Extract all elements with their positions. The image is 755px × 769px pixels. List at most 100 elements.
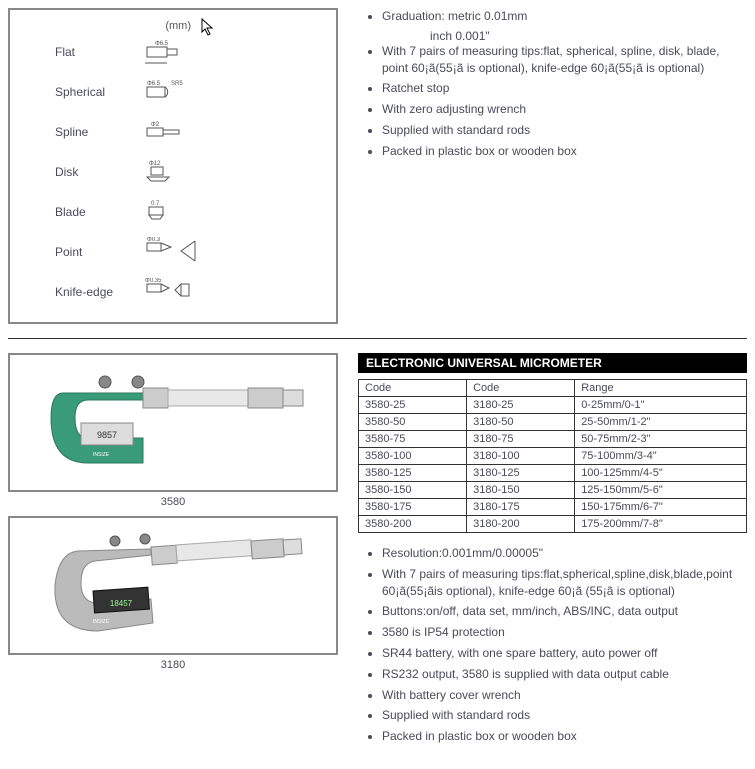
svg-text:18457: 18457 <box>110 599 133 608</box>
table-row: 3580-1003180-10075-100mm/3-4" <box>359 448 747 465</box>
table-row: 3580-253180-250-25mm/0-1" <box>359 397 747 414</box>
spec-item: With 7 pairs of measuring tips:flat,sphe… <box>382 566 747 600</box>
mm-header: (mm) <box>20 20 321 32</box>
tip-label: Disk <box>20 165 145 179</box>
spec-item: Packed in plastic box or wooden box <box>382 728 747 745</box>
table-cell: 0-25mm/0-1" <box>575 397 747 414</box>
table-row: 3580-1503180-150125-150mm/5-6" <box>359 482 747 499</box>
spec-item: With zero adjusting wrench <box>382 101 747 118</box>
table-cell: 3580-150 <box>359 482 467 499</box>
svg-text:SR5: SR5 <box>171 81 183 87</box>
tip-drawing: Φ6.5 <box>145 37 321 67</box>
svg-text:Φ0.3: Φ0.3 <box>147 237 161 243</box>
svg-text:Φ12: Φ12 <box>149 161 161 167</box>
tip-row-flat: Flat Φ6.5 <box>20 32 321 72</box>
table-cell: 3580-50 <box>359 414 467 431</box>
svg-text:Φ6.5: Φ6.5 <box>147 81 161 87</box>
tip-label: Flat <box>20 45 145 59</box>
table-cell: 3180-150 <box>467 482 575 499</box>
table-row: 3580-753180-7550-75mm/2-3" <box>359 431 747 448</box>
tip-row-spline: Spline Φ2 <box>20 112 321 152</box>
table-cell: 3180-175 <box>467 499 575 516</box>
spec-item: Packed in plastic box or wooden box <box>382 143 747 160</box>
product-title: ELECTRONIC UNIVERSAL MICROMETER <box>358 353 747 373</box>
spec-table: CodeCodeRange 3580-253180-250-25mm/0-1"3… <box>358 379 747 533</box>
spec-item: With battery cover wrench <box>382 687 747 704</box>
table-cell: 150-175mm/6-7" <box>575 499 747 516</box>
cursor-icon <box>200 18 214 39</box>
product-image-3580: 9857 INSIZE <box>8 353 338 492</box>
table-row: 3580-1753180-175150-175mm/6-7" <box>359 499 747 516</box>
table-cell: 175-200mm/7-8" <box>575 516 747 533</box>
section-universal-micrometer-tips: (mm) FlatΦ6.5SphericalΦ6.5SR5SplineΦ2Dis… <box>8 8 747 324</box>
svg-text:INSIZE: INSIZE <box>93 619 110 625</box>
spec-item: SR44 battery, with one spare battery, au… <box>382 645 747 662</box>
spec-item: 3580 is IP54 protection <box>382 624 747 641</box>
table-header: Range <box>575 380 747 397</box>
svg-text:INSIZE: INSIZE <box>93 452 110 458</box>
tip-row-knife-edge: Knife-edgeΦ0.35 <box>20 272 321 312</box>
product-images-column: 9857 INSIZE 3580 18457 <box>8 353 338 749</box>
tip-drawing: Φ12 <box>145 159 321 185</box>
tip-row-blade: Blade 0.7 <box>20 192 321 232</box>
spec-item: RS232 output, 3580 is supplied with data… <box>382 666 747 683</box>
tip-drawing: Φ0.35 <box>145 278 321 306</box>
svg-text:Φ0.35: Φ0.35 <box>145 278 162 284</box>
table-header: Code <box>359 380 467 397</box>
tip-row-spherical: SphericalΦ6.5 SR5 <box>20 72 321 112</box>
tip-drawing: Φ0.3 <box>145 237 321 267</box>
tip-drawing: 0.7 <box>145 200 321 224</box>
tips-diagram-column: (mm) FlatΦ6.5SphericalΦ6.5SR5SplineΦ2Dis… <box>8 8 338 324</box>
caption-3180: 3180 <box>8 659 338 671</box>
table-cell: 3580-75 <box>359 431 467 448</box>
tip-label: Blade <box>20 205 145 219</box>
mm-label: (mm) <box>165 20 191 32</box>
svg-text:Φ2: Φ2 <box>151 122 160 128</box>
table-cell: 3580-200 <box>359 516 467 533</box>
table-cell: 3180-100 <box>467 448 575 465</box>
table-header: Code <box>467 380 575 397</box>
table-cell: 3180-50 <box>467 414 575 431</box>
tip-label: Point <box>20 245 145 259</box>
tips-diagram-box: (mm) FlatΦ6.5SphericalΦ6.5SR5SplineΦ2Dis… <box>8 8 338 324</box>
tip-label: Spherical <box>20 85 145 99</box>
svg-text:Φ6.5: Φ6.5 <box>155 41 169 47</box>
caption-3580: 3580 <box>8 496 338 508</box>
spec-item: Supplied with standard rods <box>382 122 747 139</box>
svg-text:0.7: 0.7 <box>151 201 160 207</box>
tip-row-point: PointΦ0.3 <box>20 232 321 272</box>
section-electronic-micrometer: 9857 INSIZE 3580 18457 <box>8 353 747 749</box>
table-cell: 3580-125 <box>359 465 467 482</box>
tip-label: Knife-edge <box>20 285 145 299</box>
specs-column-1: Graduation: metric 0.01mm inch 0.001" Wi… <box>358 8 747 324</box>
spec-item: Buttons:on/off, data set, mm/inch, ABS/I… <box>382 603 747 620</box>
table-row: 3580-1253180-125100-125mm/4-5" <box>359 465 747 482</box>
table-cell: 3580-100 <box>359 448 467 465</box>
spec-item: With 7 pairs of measuring tips:flat, sph… <box>382 43 747 77</box>
table-cell: 3580-25 <box>359 397 467 414</box>
table-cell: 100-125mm/4-5" <box>575 465 747 482</box>
specs-column-2: ELECTRONIC UNIVERSAL MICROMETER CodeCode… <box>358 353 747 749</box>
table-cell: 3180-75 <box>467 431 575 448</box>
tip-label: Spline <box>20 125 145 139</box>
table-cell: 3580-175 <box>359 499 467 516</box>
table-cell: 3180-125 <box>467 465 575 482</box>
svg-text:9857: 9857 <box>97 430 117 440</box>
table-row: 3580-2003180-200175-200mm/7-8" <box>359 516 747 533</box>
spec-item: Graduation: metric 0.01mm <box>382 8 747 25</box>
spec-item: Ratchet stop <box>382 80 747 97</box>
spec-item: Supplied with standard rods <box>382 707 747 724</box>
spec-item: Resolution:0.001mm/0.00005" <box>382 545 747 562</box>
table-cell: 125-150mm/5-6" <box>575 482 747 499</box>
table-cell: 75-100mm/3-4" <box>575 448 747 465</box>
tip-drawing: Φ6.5 SR5 <box>145 79 321 105</box>
table-cell: 3180-25 <box>467 397 575 414</box>
table-cell: 25-50mm/1-2" <box>575 414 747 431</box>
inch-line: inch 0.001" <box>358 29 747 43</box>
tip-drawing: Φ2 <box>145 121 321 143</box>
table-row: 3580-503180-5025-50mm/1-2" <box>359 414 747 431</box>
separator <box>8 338 747 339</box>
table-cell: 3180-200 <box>467 516 575 533</box>
table-cell: 50-75mm/2-3" <box>575 431 747 448</box>
tip-row-disk: Disk Φ12 <box>20 152 321 192</box>
